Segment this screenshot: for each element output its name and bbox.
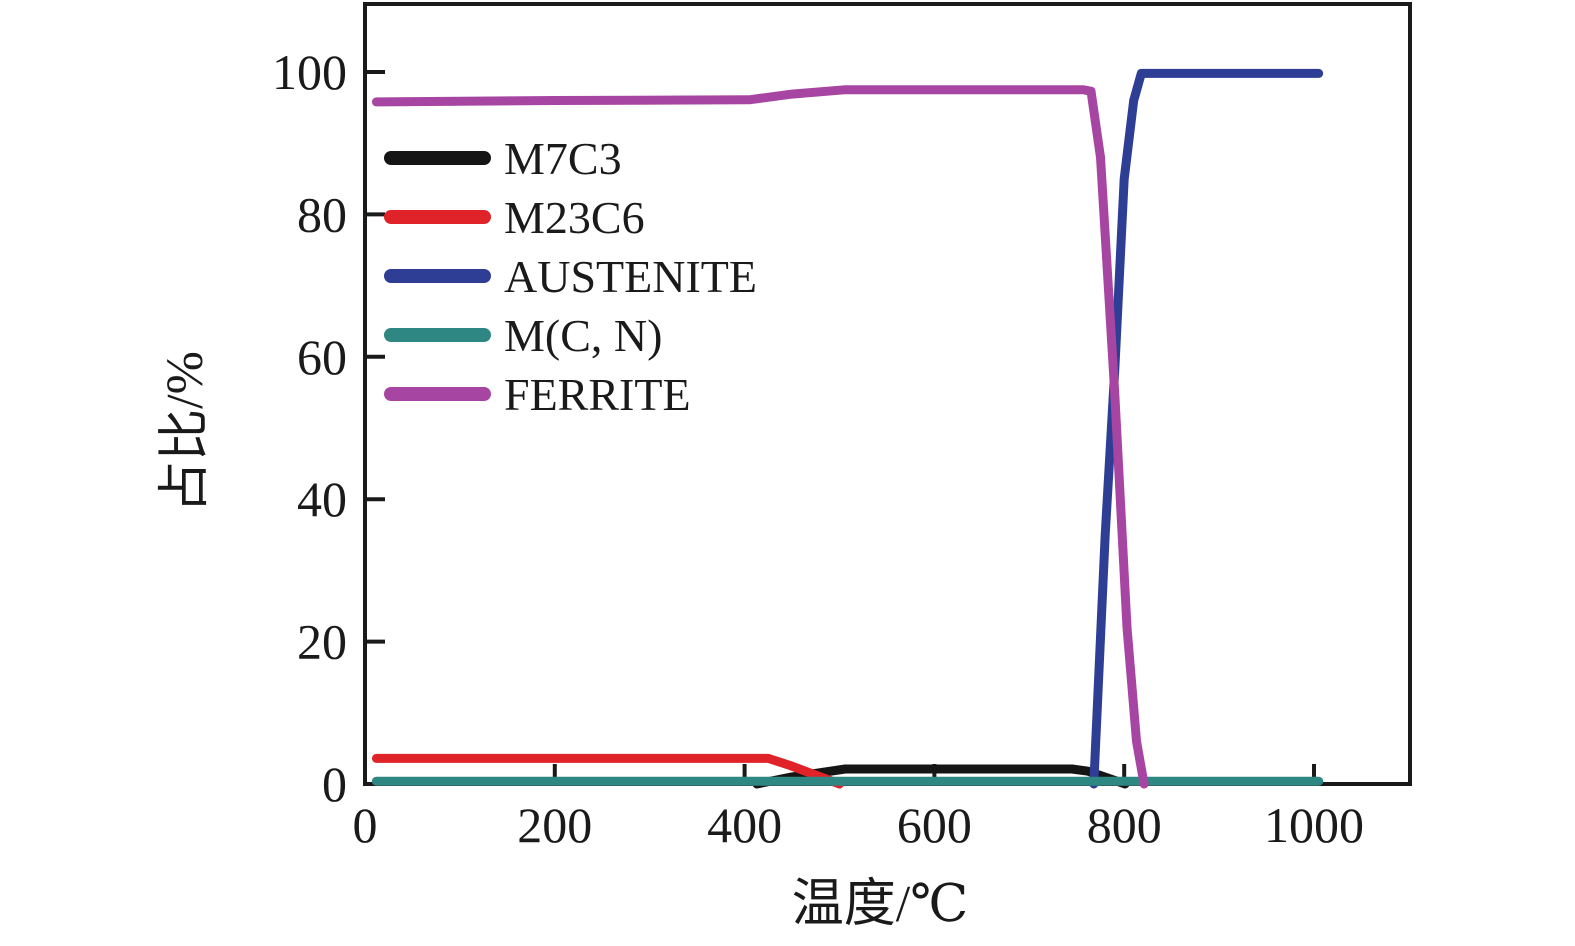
legend-item: M(C, N) — [384, 310, 662, 361]
y-tick-label: 0 — [322, 756, 347, 812]
legend-item: FERRITE — [384, 369, 691, 420]
y-axis-label: 占比/% — [157, 351, 214, 513]
y-tick-label: 20 — [297, 614, 347, 670]
y-tick-label: 80 — [297, 186, 347, 242]
legend-label-austenite: AUSTENITE — [504, 251, 757, 302]
x-tick-label: 200 — [517, 797, 592, 853]
legend-item: M23C6 — [384, 192, 645, 243]
series-line-m23c6 — [371, 753, 844, 789]
y-tick-label: 40 — [297, 471, 347, 527]
legend-label-ferrite: FERRITE — [504, 369, 691, 420]
legend-label-m-c-n: M(C, N) — [504, 310, 662, 361]
legend-label-m23c6: M23C6 — [504, 192, 645, 243]
x-tick-label: 1000 — [1264, 797, 1364, 853]
x-tick-label: 800 — [1087, 797, 1162, 853]
x-tick-label: 0 — [353, 797, 378, 853]
y-tick-label: 60 — [297, 329, 347, 385]
series-line-austenite — [1089, 68, 1324, 789]
legend: M7C3 M23C6 AUSTENITE M(C, N) FERRITE — [384, 133, 757, 420]
legend-label-m7c3: M7C3 — [504, 133, 622, 184]
x-axis-label: 温度/℃ — [791, 876, 969, 933]
legend-item: AUSTENITE — [384, 251, 757, 302]
x-tick-label: 400 — [707, 797, 782, 853]
y-tick-label: 100 — [272, 44, 347, 100]
x-tick-label: 600 — [897, 797, 972, 853]
series-line-ferrite — [371, 85, 1149, 789]
legend-item: M7C3 — [384, 133, 622, 184]
